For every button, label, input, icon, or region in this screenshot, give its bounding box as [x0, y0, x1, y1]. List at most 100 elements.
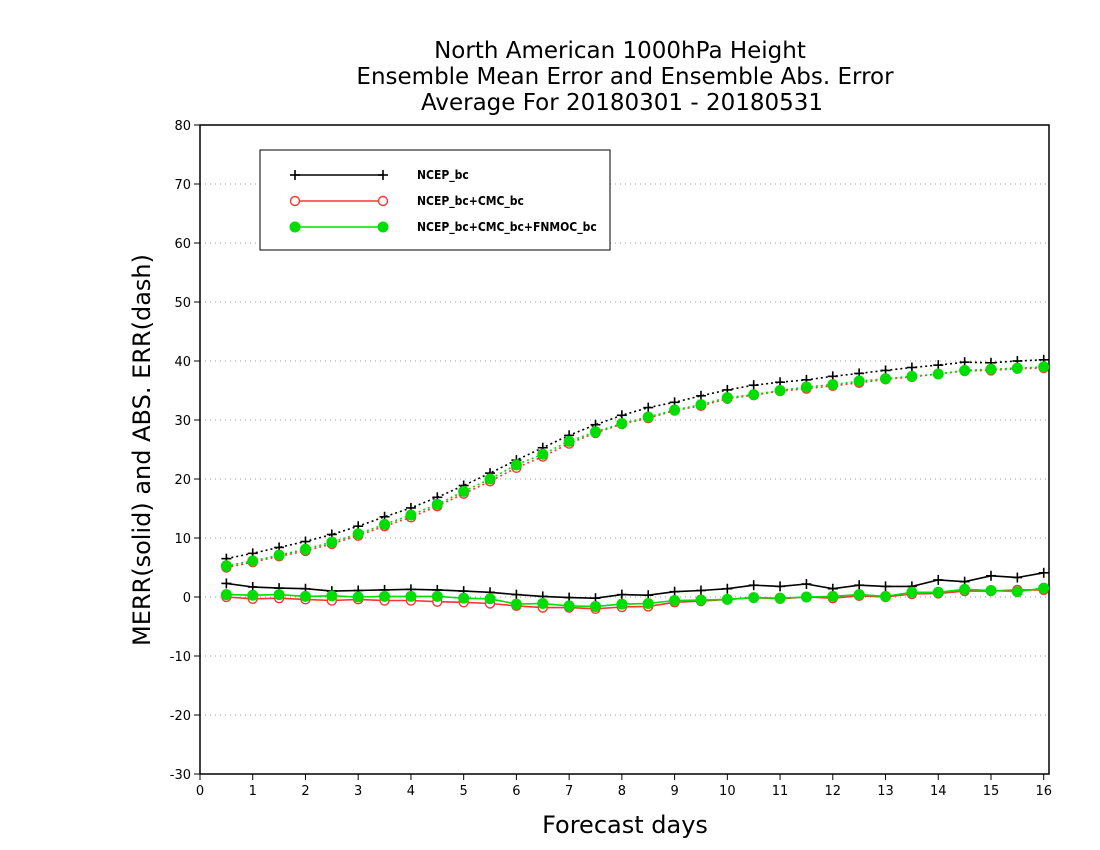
- abs-err-point: [273, 549, 285, 561]
- series-NCEP_bc+CMC_bc+FNMOC_bc: [220, 361, 1050, 612]
- abs-err-point: [642, 411, 654, 423]
- merr-point: [1011, 586, 1023, 598]
- title-line-1: North American 1000hPa Height: [434, 38, 806, 64]
- merr-point: [484, 593, 496, 605]
- x-tick-label: 14: [930, 784, 947, 799]
- x-tick-label: 16: [1035, 784, 1052, 799]
- abs-err-point: [721, 392, 733, 404]
- abs-err-point: [537, 448, 549, 460]
- y-tick-label: 40: [174, 355, 191, 370]
- legend-marker: [289, 195, 301, 207]
- abs-err-point: [458, 485, 470, 497]
- y-tick-label: -10: [170, 650, 191, 665]
- merr-point: [932, 586, 944, 598]
- merr-point: [800, 591, 812, 603]
- series-layer: [220, 354, 1050, 614]
- gridlines: [200, 183, 1049, 716]
- abs-err-point: [352, 528, 364, 540]
- legend-label: NCEP_bc+CMC_bc+FNMOC_bc: [417, 220, 597, 235]
- merr-point: [853, 589, 865, 601]
- legend: NCEP_bc NCEP_bc+CMC_bc NCEP_bc+CMC_bc+FNMO…: [259, 149, 611, 251]
- y-axis-title: MERR(solid) and ABS. ERR(dash): [128, 254, 156, 646]
- merr-point: [563, 600, 575, 612]
- merr-point: [510, 598, 522, 610]
- legend-items: NCEP_bc NCEP_bc+CMC_bc NCEP_bc+CMC_bc+FNMO…: [289, 168, 597, 235]
- merr-point: [748, 580, 759, 591]
- abs-err-point: [1011, 362, 1023, 374]
- merr-point: [959, 583, 971, 595]
- merr-point: [985, 585, 997, 597]
- merr-point: [1038, 582, 1050, 594]
- merr-point: [616, 598, 628, 610]
- title-line-3: Average For 20180301 - 20180531: [421, 90, 823, 116]
- merr-point: [854, 580, 865, 591]
- x-tick-label: 8: [618, 784, 626, 799]
- x-tick-label: 10: [719, 784, 736, 799]
- y-tick-label: 50: [174, 296, 191, 311]
- abs-err-point: [959, 364, 971, 376]
- abs-err-point: [616, 418, 628, 430]
- x-tick-label: 0: [196, 784, 204, 799]
- x-tick-label: 15: [983, 784, 1000, 799]
- merr-point: [774, 592, 786, 604]
- x-axis-title: Forecast days: [542, 811, 708, 839]
- merr-point: [273, 589, 285, 601]
- abs-err-point: [220, 560, 232, 572]
- x-tick-label: 3: [354, 784, 362, 799]
- y-tick-label: -20: [170, 709, 191, 724]
- merr-point: [985, 570, 996, 581]
- legend-item: NCEP_bc: [290, 168, 469, 183]
- merr-point: [326, 590, 338, 602]
- abs-err-point: [669, 404, 681, 416]
- abs-err-point: [247, 555, 259, 567]
- y-axis: -30 -20 -10 0 10 20 30 40 50 60 70 80: [170, 119, 200, 783]
- legend-marker: [378, 170, 388, 180]
- abs-err-point: [880, 373, 892, 385]
- merr-point: [906, 586, 918, 598]
- merr-point: [352, 591, 364, 603]
- merr-point: [511, 589, 522, 600]
- merr-point: [695, 585, 706, 596]
- abs-err-point: [827, 379, 839, 391]
- merr-point: [642, 597, 654, 609]
- abs-err-point: [985, 363, 997, 375]
- merr-point: [247, 589, 259, 601]
- merr-point: [537, 597, 549, 609]
- x-tick-label: 12: [825, 784, 842, 799]
- abs-err-point: [484, 473, 496, 485]
- chart-title: North American 1000hPa Height Ensemble M…: [356, 38, 894, 116]
- merr-point: [721, 593, 733, 605]
- abs-err-point: [431, 498, 443, 510]
- x-tick-label: 4: [407, 784, 415, 799]
- merr-point: [1012, 572, 1023, 583]
- merr-point: [880, 590, 892, 602]
- abs-err-point: [906, 370, 918, 382]
- x-tick-label: 2: [301, 784, 309, 799]
- abs-err-point: [800, 381, 812, 393]
- abs-err-point: [748, 389, 760, 401]
- abs-err-point: [326, 536, 338, 548]
- legend-item: NCEP_bc+CMC_bc: [289, 194, 524, 209]
- merr-point: [616, 589, 627, 600]
- merr-point: [695, 594, 707, 606]
- merr-point: [458, 592, 470, 604]
- abs-err-point: [379, 518, 391, 530]
- abs-err-line: [226, 359, 1044, 560]
- x-tick-label: 13: [877, 784, 894, 799]
- y-tick-label: -30: [170, 768, 191, 783]
- abs-err-point: [748, 380, 759, 391]
- abs-err-point: [774, 385, 786, 396]
- abs-err-point: [853, 375, 865, 387]
- merr-point: [669, 586, 680, 597]
- abs-err-point: [1038, 361, 1050, 373]
- legend-label: NCEP_bc+CMC_bc: [417, 194, 524, 209]
- merr-point: [405, 590, 417, 602]
- legend-marker: [290, 170, 300, 180]
- legend-marker: [377, 221, 389, 233]
- legend-item: NCEP_bc+CMC_bc+FNMOC_bc: [289, 220, 597, 235]
- y-tick-label: 60: [174, 237, 191, 252]
- abs-err-point: [932, 368, 944, 380]
- abs-err-point: [563, 435, 575, 447]
- merr-point: [431, 590, 443, 602]
- abs-err-point: [589, 426, 601, 438]
